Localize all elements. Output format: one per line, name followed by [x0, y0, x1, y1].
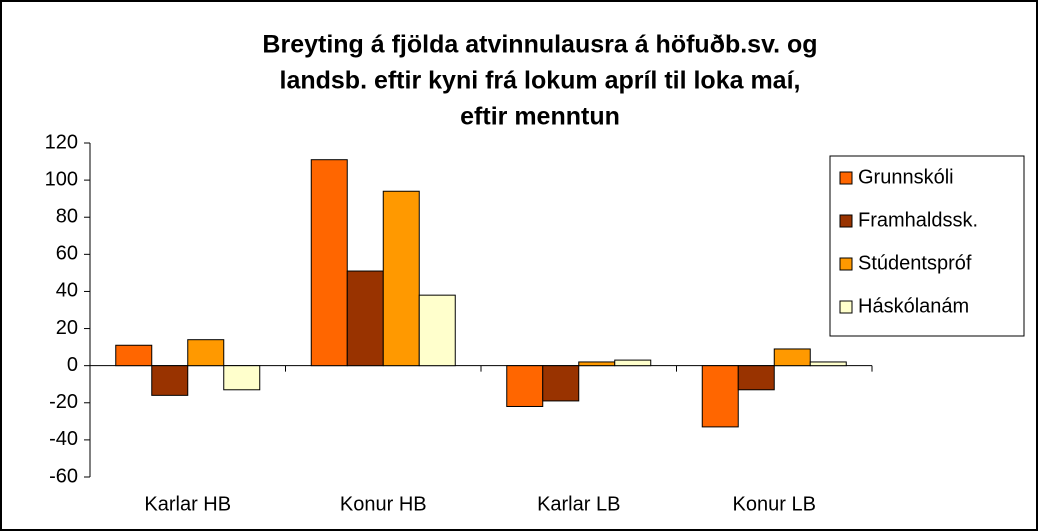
legend-swatch [839, 171, 853, 185]
x-tick-label: Konur HB [340, 493, 427, 515]
legend-label: Háskólanám [858, 295, 969, 317]
legend-box [829, 155, 1025, 337]
chart-title: Breyting á fjölda atvinnulausra á höfuðb… [262, 31, 817, 59]
bar [578, 361, 616, 367]
y-tick-label: 40 [56, 280, 78, 302]
y-tick-label: 0 [67, 354, 78, 376]
y-tick-label: -20 [49, 391, 78, 413]
x-tick-label: Karlar HB [144, 493, 231, 515]
bar [773, 348, 811, 367]
legend-label: Stúdentspróf [858, 252, 972, 274]
bar [809, 361, 847, 367]
bar [418, 294, 456, 367]
y-tick-label: 80 [56, 206, 78, 228]
y-tick-label: 20 [56, 317, 78, 339]
y-tick-label: -40 [49, 428, 78, 450]
legend-swatch [839, 300, 853, 314]
legend-swatch [839, 257, 853, 271]
bar [187, 339, 225, 367]
bar [542, 365, 580, 402]
x-tick-label: Karlar LB [537, 493, 620, 515]
x-tick-label: Konur LB [733, 493, 816, 515]
bar [223, 365, 261, 391]
bar [614, 359, 652, 367]
legend-label: Framhaldssk. [858, 209, 978, 231]
chart-title: landsb. eftir kyni frá lokum apríl til l… [280, 67, 801, 95]
legend-swatch [839, 214, 853, 228]
bar [115, 344, 153, 367]
bar [737, 365, 775, 391]
y-tick-label: 120 [45, 131, 78, 153]
y-tick-label: -60 [49, 465, 78, 487]
bar [382, 190, 420, 367]
chart-title: eftir menntun [460, 103, 620, 131]
legend-label: Grunnskóli [858, 166, 954, 188]
bar [310, 159, 348, 367]
y-tick-label: 60 [56, 243, 78, 265]
bar [346, 270, 384, 367]
y-tick-label: 100 [45, 168, 78, 190]
bar [151, 365, 189, 396]
bar [701, 365, 739, 428]
bar [506, 365, 544, 407]
